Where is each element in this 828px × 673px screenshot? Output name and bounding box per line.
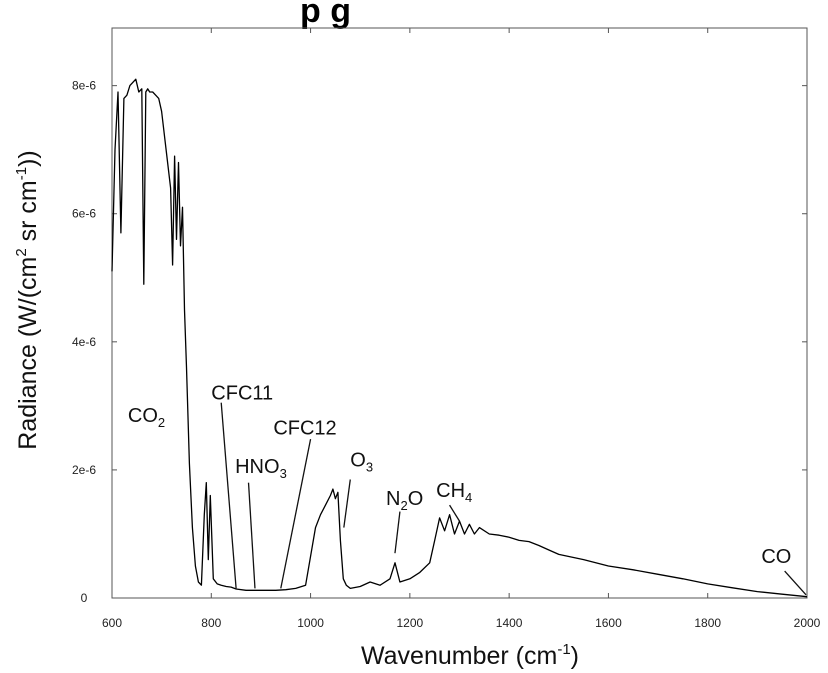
y-axis-title-sup1: 2 [13, 248, 30, 256]
annotation-label: N2O [386, 488, 423, 513]
x-tick-label: 1000 [297, 616, 324, 630]
y-axis-title-main: Radiance (W/(cm [14, 257, 42, 450]
x-tick-label: 1400 [496, 616, 523, 630]
x-tick-label: 800 [201, 616, 221, 630]
y-axis-title: Radiance (W/(cm2 sr cm-1)) [13, 150, 42, 449]
x-tick-label: 1200 [397, 616, 424, 630]
annotation-leader-line [280, 439, 312, 589]
x-tick-label: 1600 [595, 616, 622, 630]
x-axis-title: Wavenumber (cm-1) [361, 641, 579, 670]
annotation-label: CFC12 [273, 418, 336, 440]
annotations-layer: CO2 CFC11 HNO3 CFC12 O3 N2O CH4 CO [128, 382, 807, 596]
series-layer [111, 78, 808, 598]
annotation-leader-line [343, 479, 351, 528]
y-tick-label: 2e-6 [72, 463, 96, 477]
x-axis-title-main: Wavenumber (cm [361, 642, 557, 670]
spectrum-line [111, 78, 808, 598]
annotation-leader-line [449, 504, 461, 522]
annotation-label: CO2 [128, 405, 165, 430]
x-axis-title-end: ) [571, 642, 579, 670]
annotation-label: CH4 [436, 480, 472, 505]
annotation-leader-line [784, 570, 807, 596]
x-tick-label: 600 [102, 616, 122, 630]
y-tick-label: 0 [81, 591, 88, 605]
plot-frame [111, 27, 808, 599]
annotation-leader-line [247, 482, 256, 589]
annotation-label: CFC11 [211, 382, 273, 404]
y-tick-label: 6e-6 [72, 207, 96, 221]
annotation-label: HNO3 [235, 456, 287, 481]
y-tick-label: 4e-6 [72, 335, 96, 349]
annotation-leader-line [220, 402, 237, 589]
x-axis-title-sup: -1 [557, 641, 570, 658]
x-tick-label: 1800 [694, 616, 721, 630]
y-axis-title-sup2: -1 [13, 167, 30, 180]
x-tick-label: 2000 [794, 616, 821, 630]
axis-ticks: 600 800 1000 1200 1400 1600 1800 2000 0 2e-6 4e-6 6… [72, 28, 821, 630]
chart-title-fragment: p g [300, 0, 351, 30]
y-tick-label: 8e-6 [72, 79, 96, 93]
annotation-label: CO [761, 546, 791, 568]
annotation-leader-line [394, 511, 401, 554]
y-axis-title-mid: sr cm [14, 180, 42, 248]
y-axis-title-end: )) [14, 150, 42, 167]
annotation-label: O3 [350, 450, 373, 475]
